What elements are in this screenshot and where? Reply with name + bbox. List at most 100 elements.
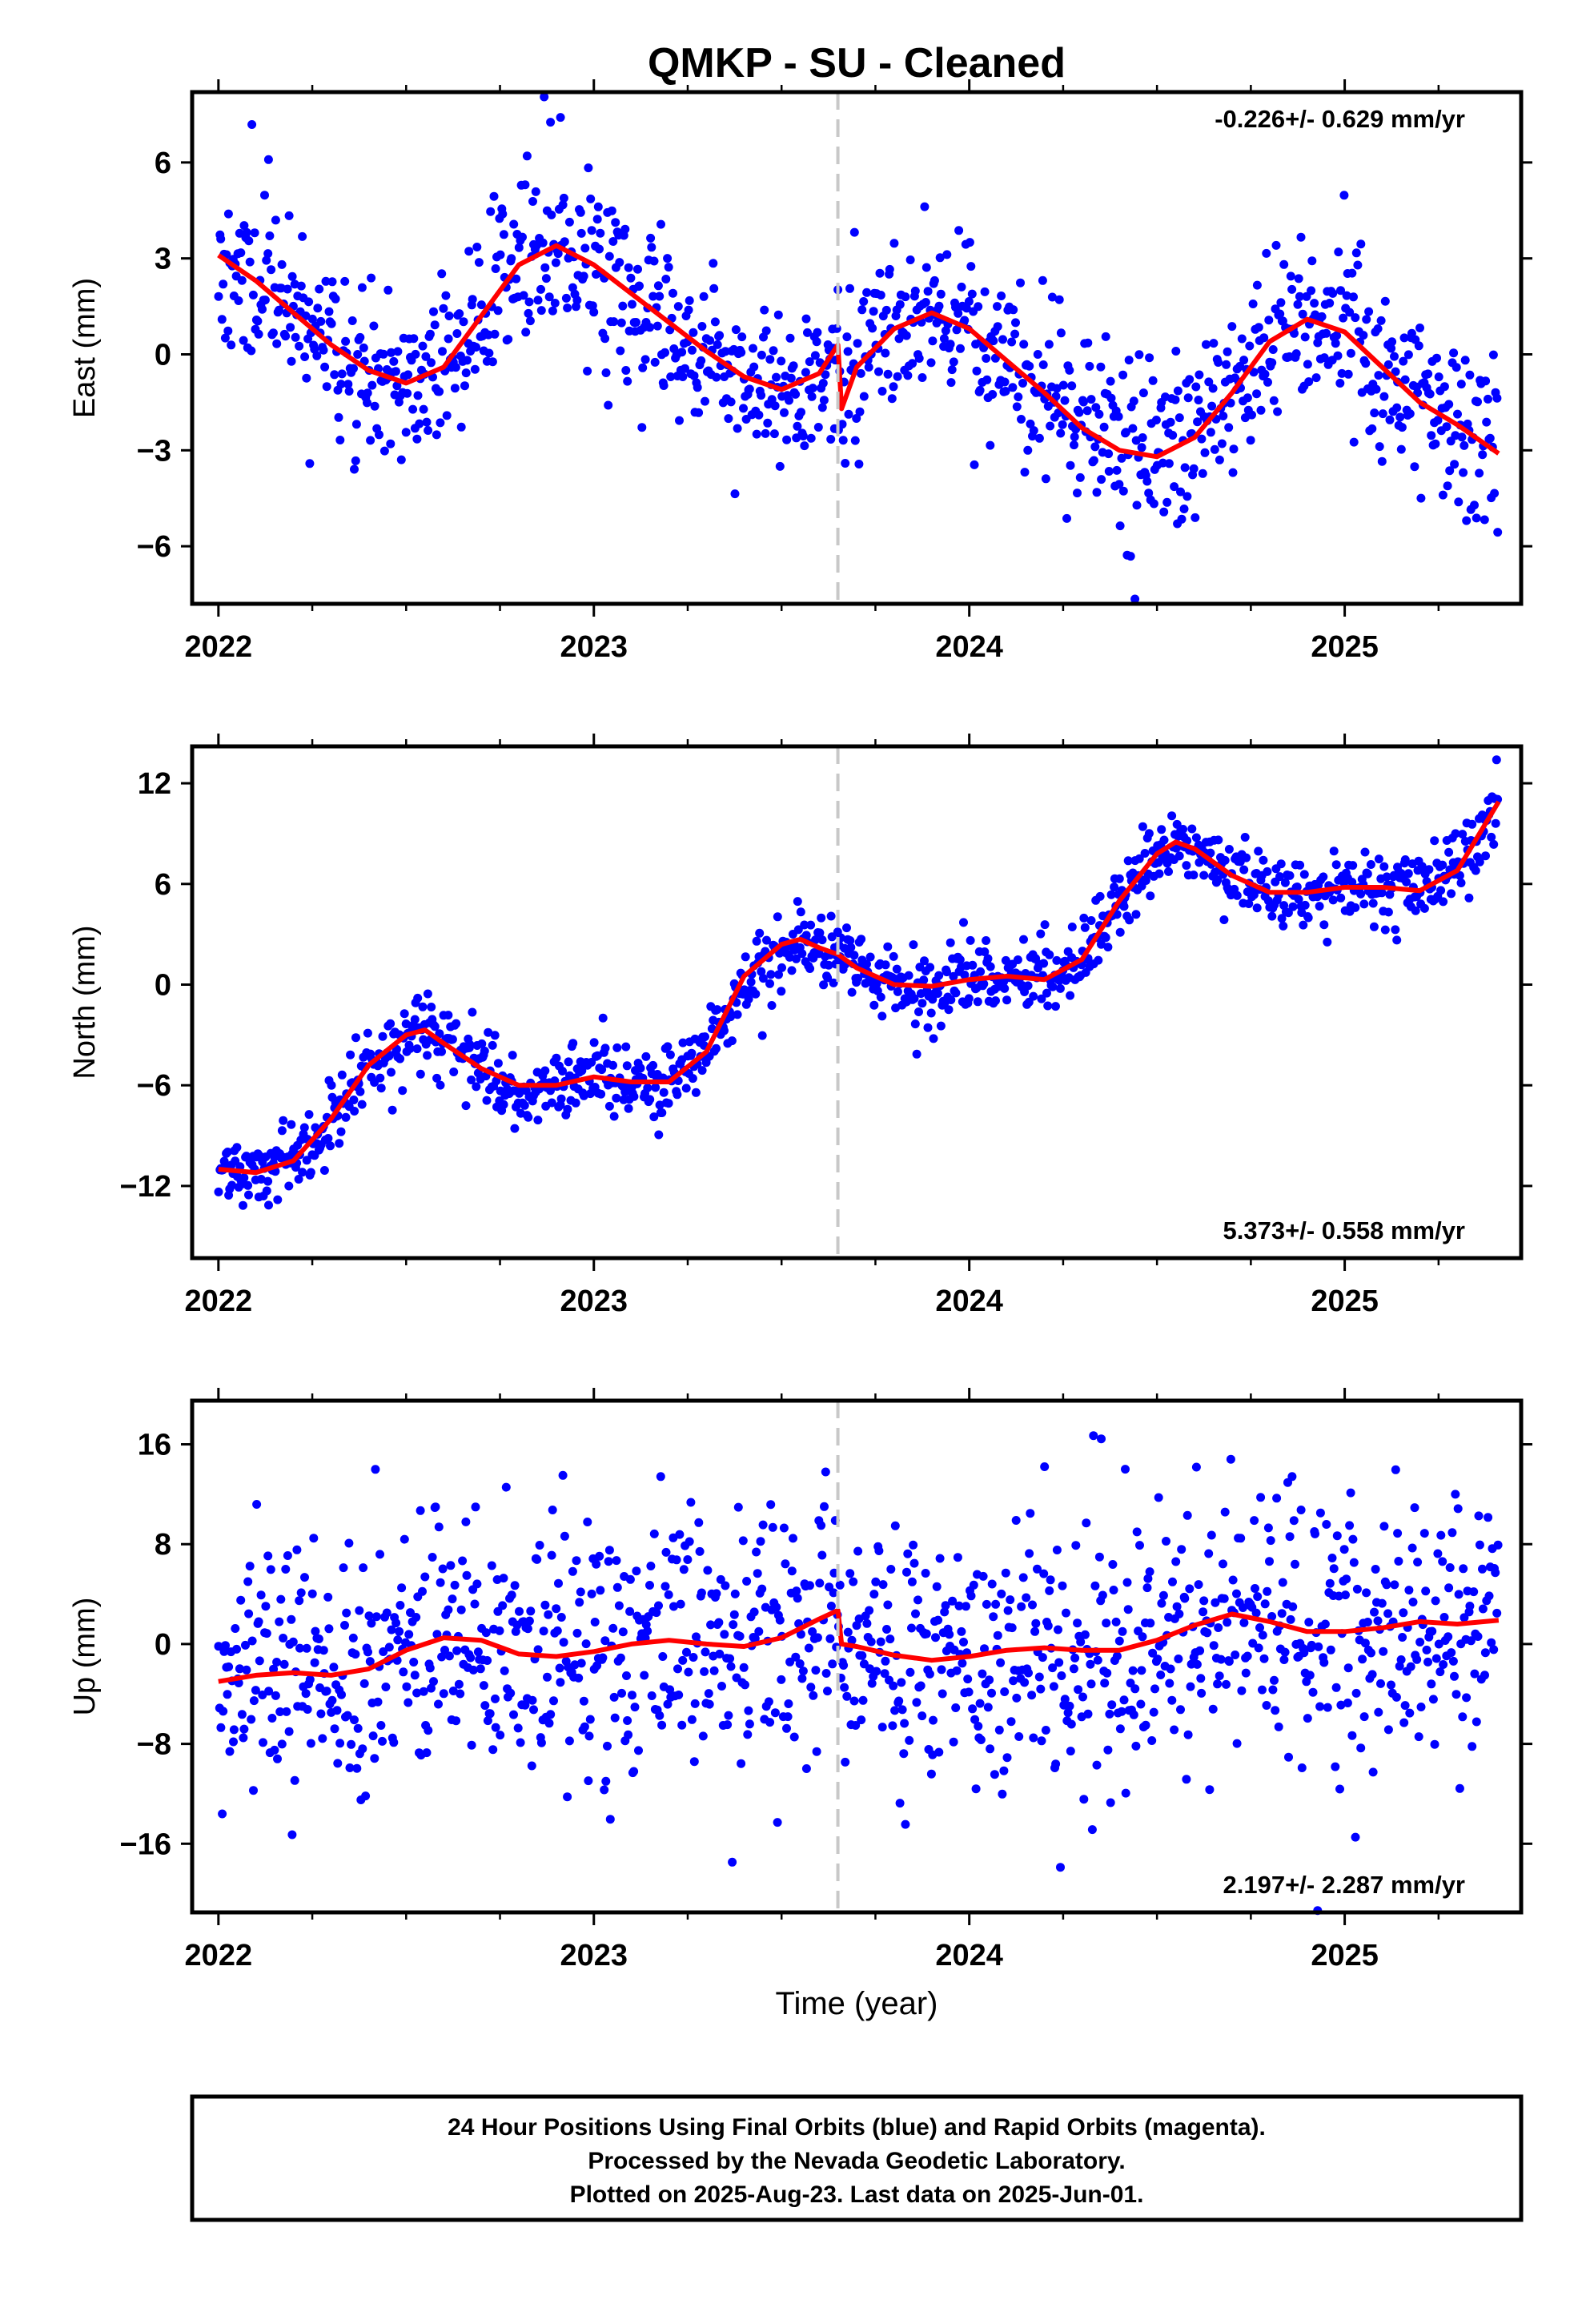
up-point (344, 1538, 354, 1548)
up-point (690, 1699, 700, 1708)
up-point (1377, 1598, 1387, 1608)
up-point (225, 1747, 235, 1756)
up-point (1308, 1687, 1318, 1697)
east-point (1415, 324, 1424, 332)
up-point (645, 1581, 654, 1590)
up-point (1041, 1726, 1050, 1735)
up-point (624, 1730, 633, 1739)
up-point (665, 1685, 675, 1695)
north-point (568, 1039, 578, 1048)
up-point (1017, 1602, 1026, 1611)
north-point (1138, 822, 1147, 831)
up-point (560, 1531, 569, 1541)
up-point (921, 1629, 931, 1638)
up-point (998, 1789, 1007, 1799)
up-point (1103, 1745, 1113, 1755)
east-point (1259, 333, 1269, 343)
east-point (1416, 493, 1426, 503)
north-point (929, 1034, 938, 1043)
north-point (256, 1175, 266, 1184)
up-point (1138, 1632, 1147, 1642)
up-point (282, 1707, 291, 1716)
up-point (987, 1688, 996, 1698)
east-point (1385, 415, 1395, 424)
east-point (653, 281, 663, 291)
up-point (402, 1682, 412, 1691)
north-point (1439, 897, 1448, 907)
east-point (538, 238, 548, 247)
east-point (1291, 349, 1301, 359)
up-point (255, 1656, 264, 1666)
north-point (1157, 825, 1166, 834)
north-point (1067, 923, 1077, 931)
north-point (641, 1051, 651, 1061)
up-point (279, 1634, 288, 1642)
up-ytick-label: −16 (120, 1827, 171, 1861)
up-point (1213, 1679, 1223, 1689)
east-point (1290, 328, 1299, 338)
east-point (1423, 369, 1433, 379)
east-point (974, 302, 983, 312)
north-point (636, 1063, 645, 1073)
east-point (615, 258, 624, 267)
east-point (769, 346, 778, 356)
east-point (1450, 460, 1460, 469)
east-point (772, 372, 781, 382)
up-point (1473, 1632, 1483, 1641)
up-y-label: Up (mm) (68, 1598, 102, 1716)
up-point (397, 1583, 407, 1593)
up-point (309, 1534, 319, 1543)
north-point (499, 1100, 508, 1109)
up-point (609, 1692, 619, 1702)
east-point (263, 249, 273, 259)
north-point (758, 974, 768, 983)
up-point (1470, 1669, 1480, 1679)
north-point (746, 977, 756, 987)
up-point (1092, 1760, 1102, 1770)
north-point (547, 1098, 556, 1108)
up-point (1428, 1695, 1438, 1704)
north-point (1430, 836, 1439, 846)
up-point (580, 1722, 589, 1731)
east-point (438, 347, 447, 356)
up-point (966, 1591, 976, 1601)
north-xtick-label: 2024 (935, 1285, 1003, 1318)
east-point (250, 228, 259, 238)
up-point (218, 1809, 227, 1819)
east-point (609, 317, 619, 327)
up-point (1215, 1671, 1224, 1681)
north-point (629, 1092, 639, 1101)
up-point (267, 1714, 277, 1723)
east-point (235, 228, 244, 238)
up-point (1452, 1690, 1461, 1699)
north-point (1213, 875, 1223, 885)
east-point (237, 275, 247, 285)
up-point (454, 1679, 464, 1689)
up-point (229, 1725, 239, 1735)
up-point (921, 1569, 930, 1578)
up-point (1162, 1537, 1170, 1546)
east-point (1112, 465, 1122, 475)
east-point (1346, 348, 1355, 358)
east-point (1431, 439, 1440, 448)
up-point (1027, 1691, 1037, 1700)
north-point (1481, 851, 1490, 861)
up-point (777, 1675, 786, 1684)
up-point (1444, 1583, 1454, 1593)
north-point (805, 964, 815, 973)
up-point (444, 1605, 453, 1614)
east-point (1173, 386, 1182, 396)
up-point (574, 1673, 584, 1683)
up-point (871, 1577, 881, 1586)
up-point (689, 1653, 698, 1662)
east-point (1376, 316, 1386, 325)
north-point (785, 952, 794, 962)
east-point (367, 380, 377, 390)
east-point (917, 373, 927, 382)
up-point (570, 1660, 580, 1670)
east-point (1254, 323, 1263, 332)
north-point (1252, 903, 1262, 913)
north-point (277, 1126, 287, 1136)
east-point (1227, 322, 1237, 332)
east-point (986, 440, 995, 450)
